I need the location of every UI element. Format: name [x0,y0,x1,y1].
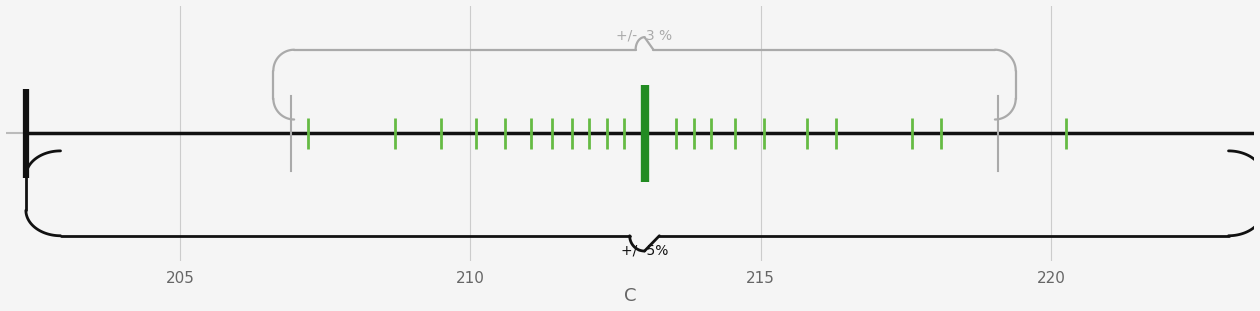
Text: +/-  3 %: +/- 3 % [616,29,673,43]
Text: +/- 5%: +/- 5% [621,244,668,258]
X-axis label: C: C [624,287,636,305]
